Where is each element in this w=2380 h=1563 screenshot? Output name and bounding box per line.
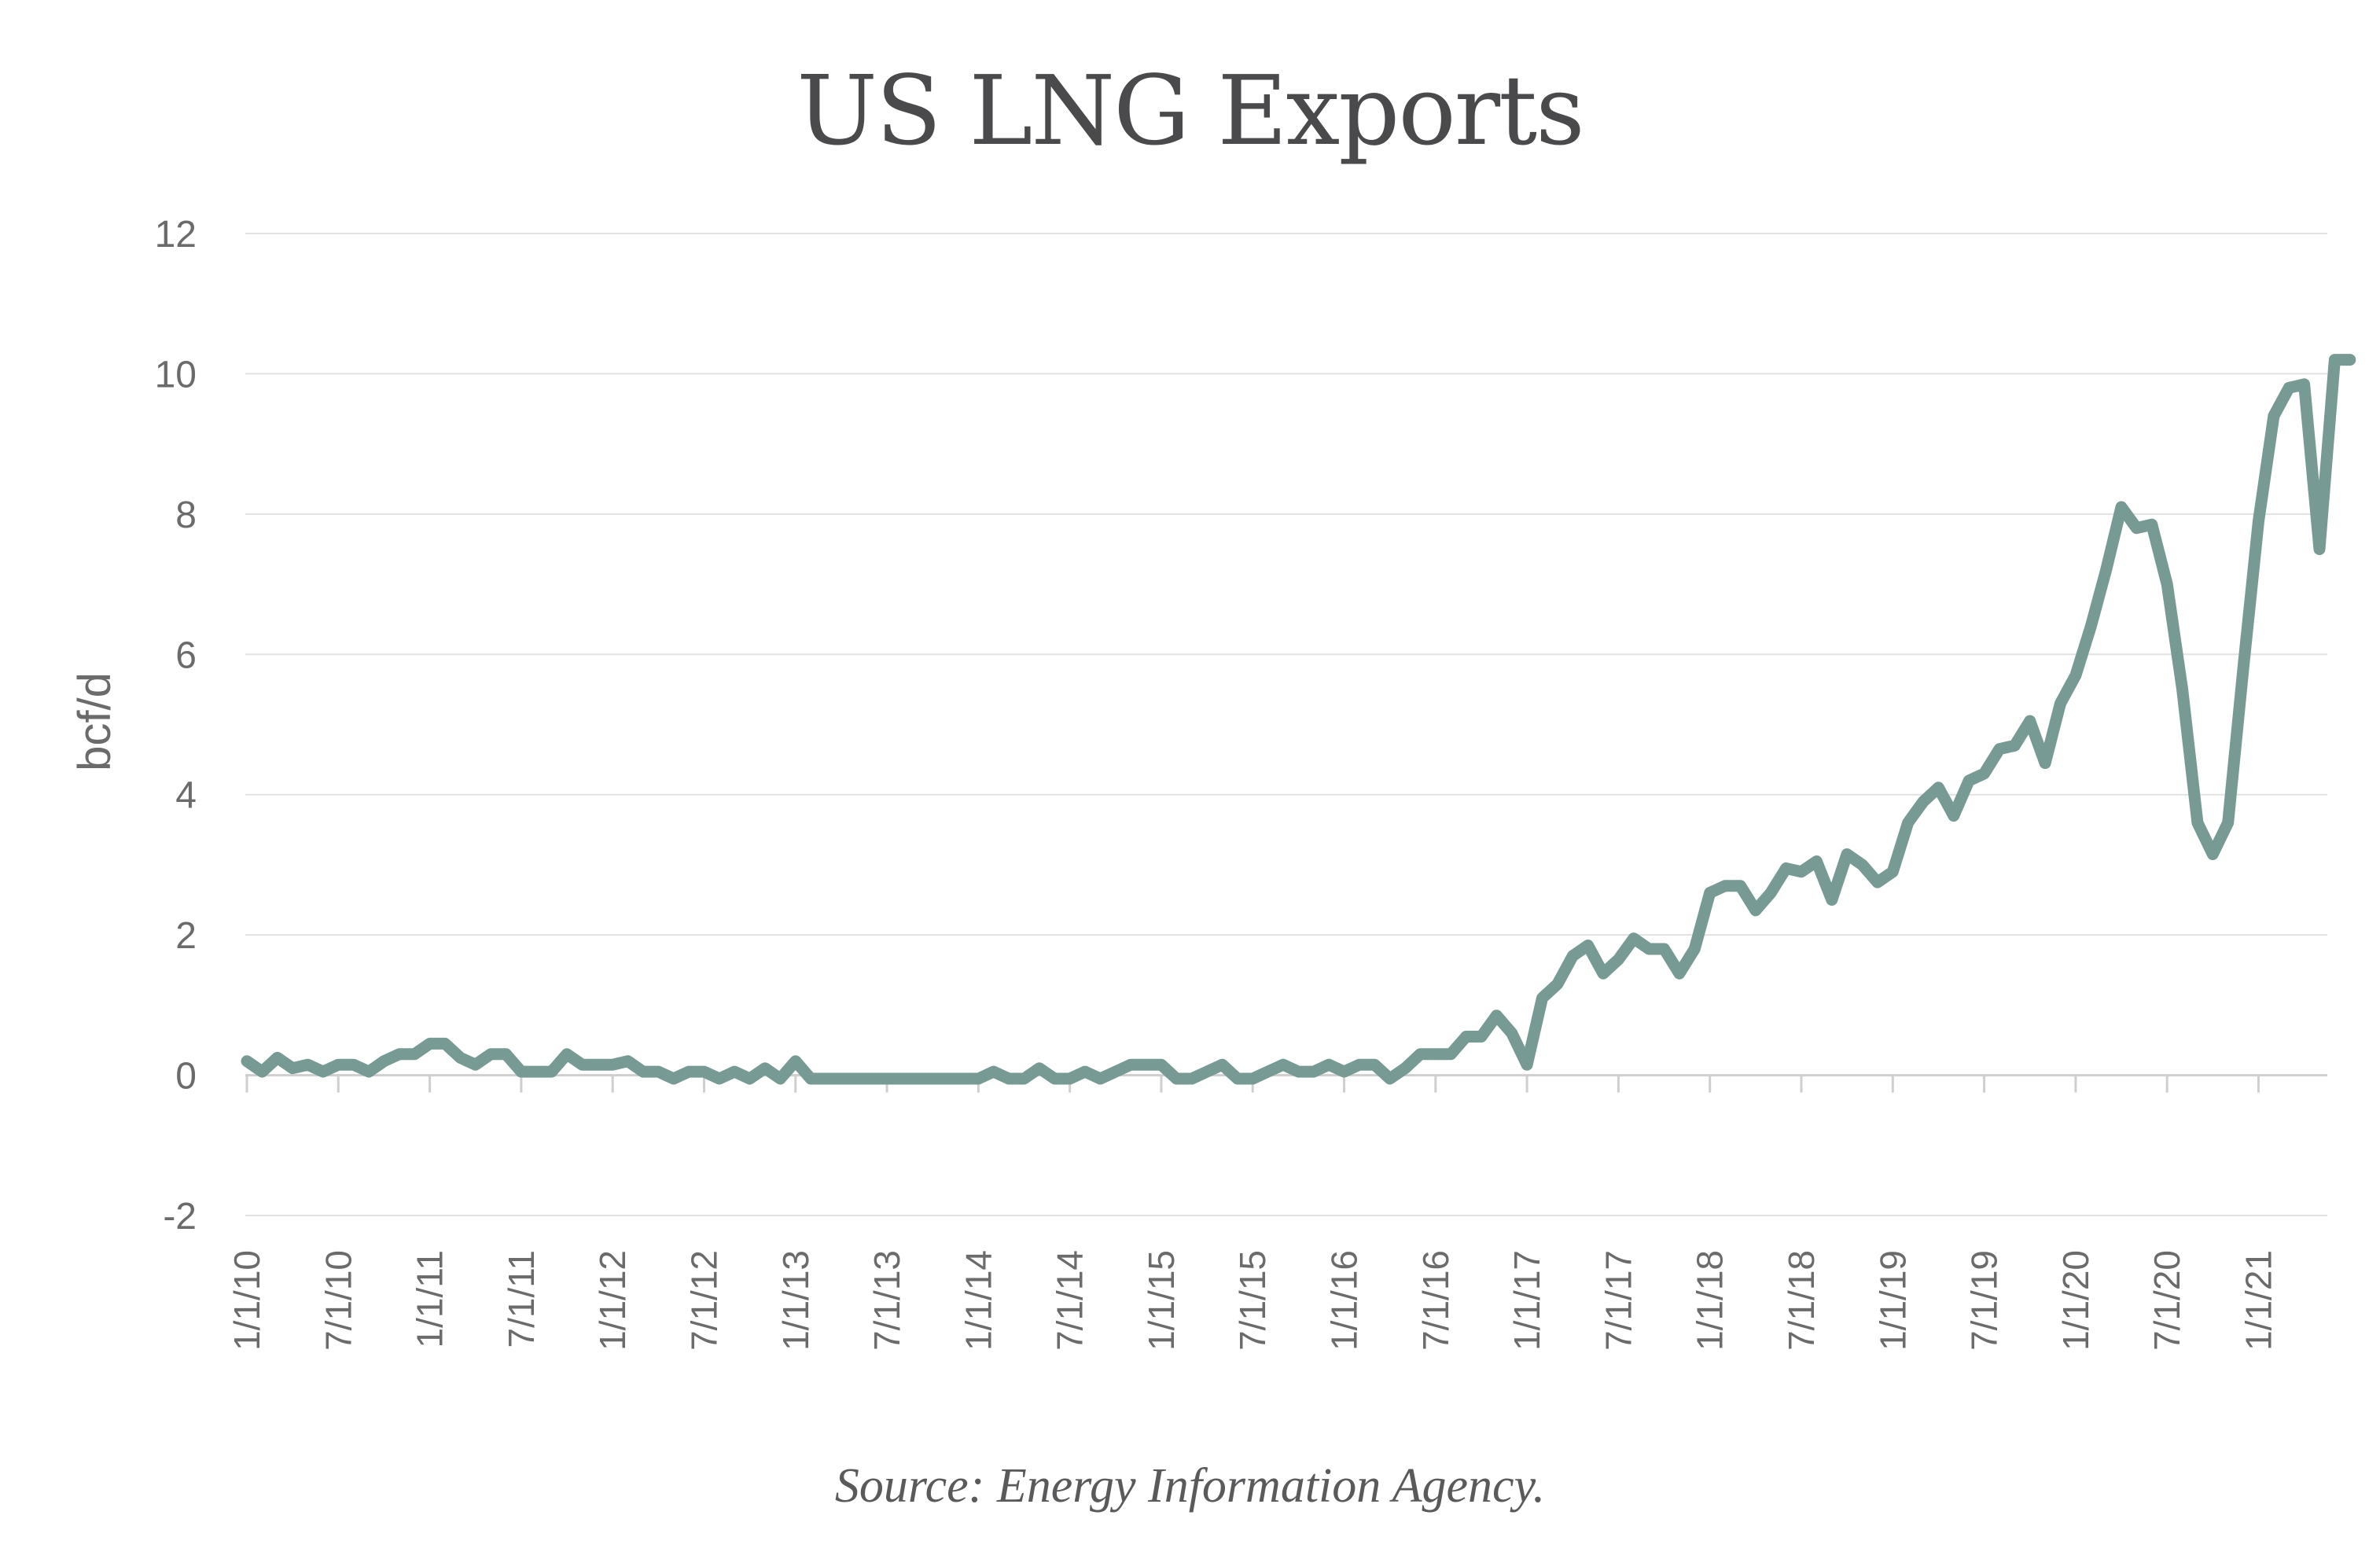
x-tick-label: 1/1/16 xyxy=(1324,1250,1365,1351)
x-tick-label: 7/1/12 xyxy=(683,1250,724,1351)
x-tick-label: 1/1/21 xyxy=(2238,1250,2279,1351)
x-tick-label: 7/1/13 xyxy=(866,1250,907,1351)
x-tick-label: 7/1/17 xyxy=(1598,1250,1639,1351)
y-tick-label: 12 xyxy=(155,214,197,256)
x-tick-label: 1/1/17 xyxy=(1506,1250,1547,1351)
x-tick-label: 1/1/14 xyxy=(958,1250,999,1351)
y-tick-label: 10 xyxy=(155,354,197,395)
x-tick-label: 7/1/11 xyxy=(501,1250,542,1348)
y-tick-label: 4 xyxy=(175,775,197,817)
x-tick-label: 7/1/14 xyxy=(1050,1250,1091,1351)
series-line xyxy=(241,354,2356,1085)
y-tick-label: 8 xyxy=(175,495,197,536)
x-tick-label: 7/1/19 xyxy=(1964,1250,2005,1351)
x-tick-label: 1/1/18 xyxy=(1690,1250,1731,1351)
x-axis-ticks: 1/1/10 7/1/10 1/1/11 7/1/11 1/1/12 7/1/12 1/1/… xyxy=(226,1075,2279,1351)
series-layer xyxy=(241,354,2356,1085)
y-axis-label: bcf/d xyxy=(69,672,120,771)
gridlines xyxy=(245,233,2327,1216)
x-tick-label: 7/1/10 xyxy=(318,1250,359,1351)
x-tick-label: 1/1/11 xyxy=(410,1250,451,1348)
x-tick-label: 7/1/20 xyxy=(2146,1250,2187,1351)
y-tick-label: -2 xyxy=(163,1196,197,1238)
y-tick-label: 2 xyxy=(175,915,197,957)
x-tick-label: 1/1/15 xyxy=(1141,1250,1182,1351)
x-tick-label: 7/1/15 xyxy=(1232,1250,1273,1351)
x-tick-label: 1/1/19 xyxy=(1872,1250,1913,1351)
x-tick-label: 1/1/20 xyxy=(2055,1250,2096,1351)
chart-title: US LNG Exports xyxy=(796,55,1585,167)
source-note: Source: Energy Information Agency. xyxy=(834,1459,1546,1513)
y-tick-label: 0 xyxy=(175,1056,197,1098)
x-tick-label: 1/1/12 xyxy=(592,1250,633,1351)
y-axis-ticks: -2 0 2 4 6 8 10 12 xyxy=(155,214,197,1238)
x-tick-label: 1/1/10 xyxy=(226,1250,267,1351)
y-tick-label: 6 xyxy=(175,634,197,676)
x-tick-label: 7/1/18 xyxy=(1781,1250,1822,1351)
x-tick-label: 7/1/16 xyxy=(1415,1250,1456,1351)
x-tick-label: 1/1/13 xyxy=(775,1250,816,1351)
